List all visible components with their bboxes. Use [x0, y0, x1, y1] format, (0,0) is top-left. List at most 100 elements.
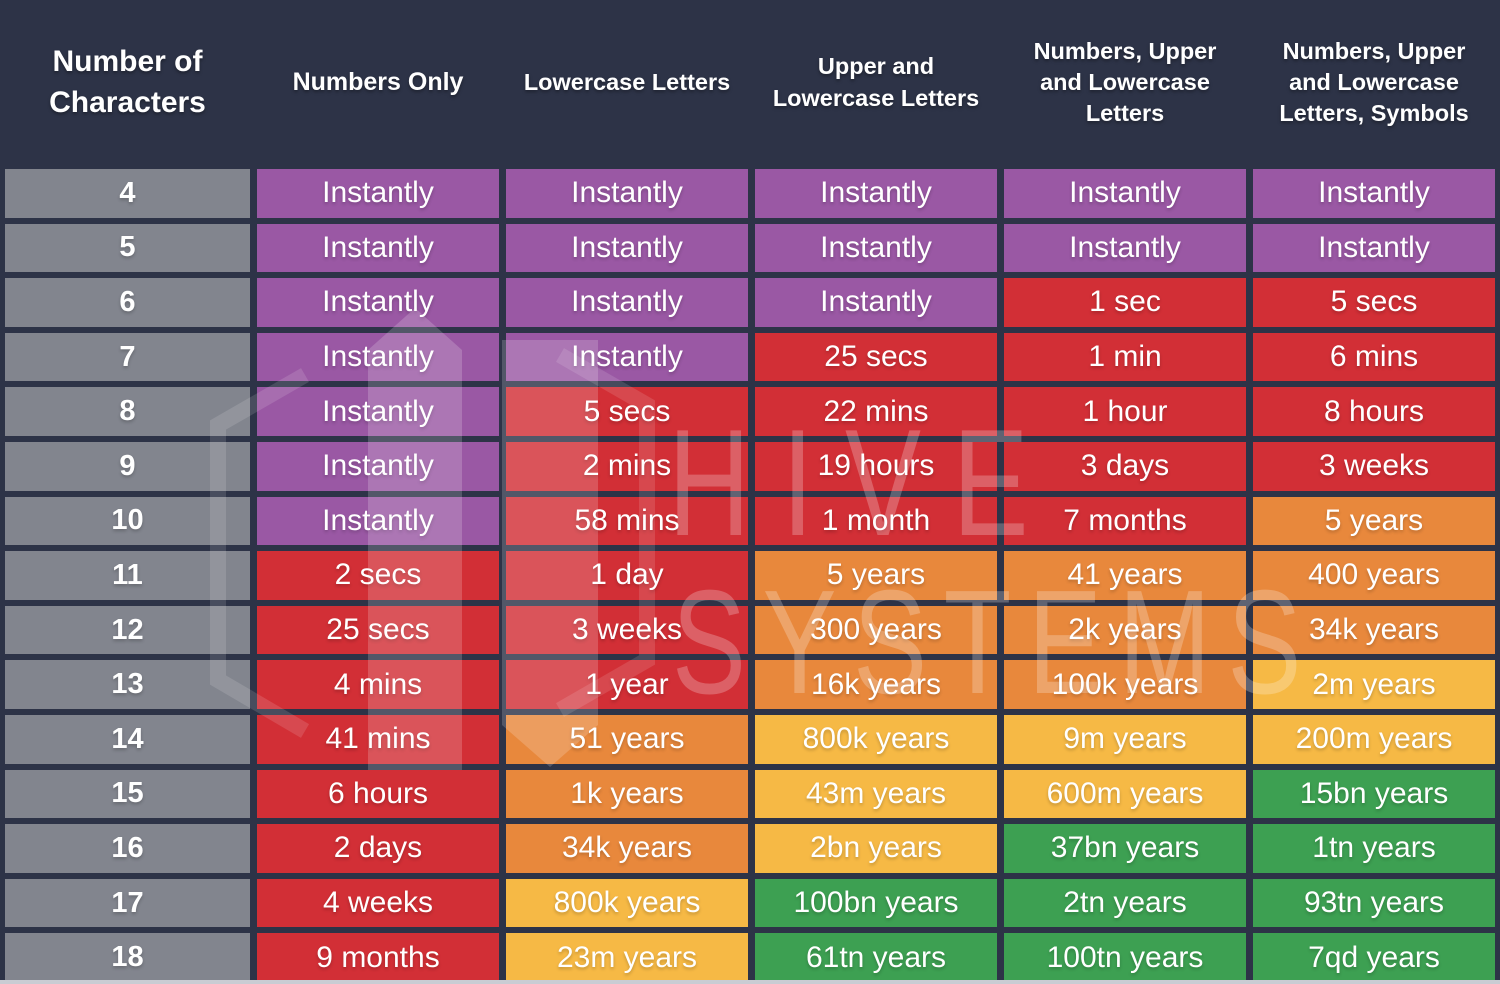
char-count-cell: 11 [5, 551, 250, 600]
time-cell: Instantly [506, 278, 748, 327]
time-cell: 2 secs [257, 551, 499, 600]
time-cell: 200m years [1253, 714, 1495, 764]
time-cell: 58 mins [506, 496, 748, 546]
time-cell: 22 mins [755, 387, 997, 436]
time-cell: 37bn years [1004, 824, 1246, 873]
table-body: 4 Instantly Instantly Instantly Instantly Ins… [0, 165, 1500, 982]
time-cell: 4 weeks [257, 878, 499, 928]
column-header-3: Lowercase Letters [523, 68, 731, 95]
time-cell: 3 days [1004, 441, 1246, 491]
time-cell: 5 secs [1253, 278, 1495, 327]
time-cell: 100bn years [755, 878, 997, 928]
time-cell: 34k years [506, 824, 748, 873]
char-count-cell: 6 [5, 278, 250, 327]
time-cell: 34k years [1253, 605, 1495, 655]
time-cell: 7 months [1004, 496, 1246, 546]
time-cell: 8 hours [1253, 387, 1495, 436]
char-count-cell: 4 [5, 169, 250, 218]
time-cell: 1 hour [1004, 387, 1246, 436]
table-row: 7 Instantly Instantly 25 secs 1 min 6 mins [5, 332, 1495, 382]
time-cell: Instantly [257, 441, 499, 491]
time-cell: 2tn years [1004, 878, 1246, 928]
char-count-cell: 13 [5, 660, 250, 709]
time-cell: 800k years [755, 714, 997, 764]
char-count-cell: 16 [5, 824, 250, 873]
time-cell: 1 month [755, 496, 997, 546]
time-cell: 41 mins [257, 714, 499, 764]
time-cell: 1k years [506, 769, 748, 819]
table-row: 8 Instantly 5 secs 22 mins 1 hour 8 hours [5, 387, 1495, 436]
time-cell: 5 secs [506, 387, 748, 436]
table-row: 9 Instantly 2 mins 19 hours 3 days 3 weeks [5, 441, 1495, 491]
time-cell: 400 years [1253, 551, 1495, 600]
time-cell: 2m years [1253, 660, 1495, 709]
time-cell: Instantly [257, 496, 499, 546]
char-count-cell: 8 [5, 387, 250, 436]
time-cell: Instantly [257, 332, 499, 382]
table-row: 4 Instantly Instantly Instantly Instantly Ins… [5, 169, 1495, 218]
time-cell: 600m years [1004, 769, 1246, 819]
time-cell: 3 weeks [506, 605, 748, 655]
column-header-2: Numbers Only [292, 68, 464, 96]
time-cell: 16k years [755, 660, 997, 709]
time-cell: 1tn years [1253, 824, 1495, 873]
time-cell: 41 years [1004, 551, 1246, 600]
time-cell: 2k years [1004, 605, 1246, 655]
time-cell: Instantly [257, 223, 499, 273]
time-cell: 5 years [1253, 496, 1495, 546]
char-count-cell: 5 [5, 223, 250, 273]
table-row: 13 4 mins 1 year 16k years 100k years 2m year… [5, 660, 1495, 709]
time-cell: 93tn years [1253, 878, 1495, 928]
time-cell: 6 mins [1253, 332, 1495, 382]
time-cell: Instantly [755, 169, 997, 218]
time-cell: Instantly [506, 223, 748, 273]
time-cell: 25 secs [257, 605, 499, 655]
column-header-1: Number of Characters [49, 45, 206, 119]
time-cell: Instantly [1253, 169, 1495, 218]
time-cell: Instantly [257, 387, 499, 436]
bottom-edge-strip [0, 980, 1500, 984]
time-cell: 2 mins [506, 441, 748, 491]
table-row: 12 25 secs 3 weeks 300 years 2k years 34k yea… [5, 605, 1495, 655]
column-header-6: Numbers, Upper and Lowercase Letters, Sy… [1279, 37, 1469, 126]
time-cell: Instantly [755, 278, 997, 327]
time-cell: 2 days [257, 824, 499, 873]
char-count-cell: 12 [5, 605, 250, 655]
time-cell: 1 day [506, 551, 748, 600]
time-cell: 25 secs [755, 332, 997, 382]
table-row: 5 Instantly Instantly Instantly Instantly Ins… [5, 223, 1495, 273]
char-count-cell: 15 [5, 769, 250, 819]
time-cell: 9m years [1004, 714, 1246, 764]
char-count-cell: 14 [5, 714, 250, 764]
time-cell: 51 years [506, 714, 748, 764]
time-cell: 4 mins [257, 660, 499, 709]
table-row: 10 Instantly 58 mins 1 month 7 months 5 years [5, 496, 1495, 546]
char-count-cell: 17 [5, 878, 250, 928]
time-cell: Instantly [1004, 169, 1246, 218]
time-cell: 61tn years [755, 933, 997, 982]
time-cell: 800k years [506, 878, 748, 928]
time-cell: 1 sec [1004, 278, 1246, 327]
time-cell: Instantly [506, 169, 748, 218]
time-cell: Instantly [1253, 223, 1495, 273]
time-cell: 9 months [257, 933, 499, 982]
time-cell: 3 weeks [1253, 441, 1495, 491]
time-cell: Instantly [257, 278, 499, 327]
char-count-cell: 7 [5, 332, 250, 382]
time-cell: 1 min [1004, 332, 1246, 382]
time-cell: Instantly [755, 223, 997, 273]
time-cell: 15bn years [1253, 769, 1495, 819]
table-row: 11 2 secs 1 day 5 years 41 years 400 years [5, 551, 1495, 600]
time-cell: 2bn years [755, 824, 997, 873]
time-cell: 7qd years [1253, 933, 1495, 982]
time-cell: Instantly [506, 332, 748, 382]
char-count-cell: 9 [5, 441, 250, 491]
char-count-cell: 10 [5, 496, 250, 546]
table-row: 15 6 hours 1k years 43m years 600m years 15bn… [5, 769, 1495, 819]
time-cell: 6 hours [257, 769, 499, 819]
time-cell: 1 year [506, 660, 748, 709]
time-cell: 100tn years [1004, 933, 1246, 982]
table-row: 6 Instantly Instantly Instantly 1 sec 5 secs [5, 278, 1495, 327]
column-header-5: Numbers, Upper and Lowercase Letters [1033, 37, 1217, 126]
